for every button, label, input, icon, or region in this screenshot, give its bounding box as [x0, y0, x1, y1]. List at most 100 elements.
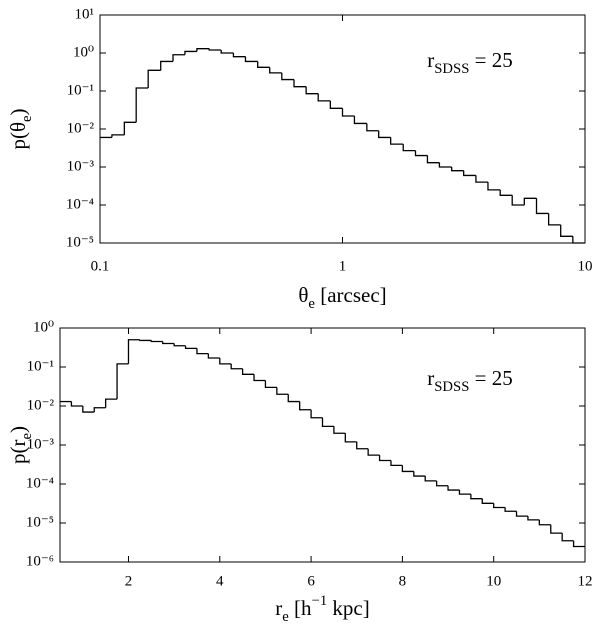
- histogram-step: [253, 374, 266, 382]
- histogram-step: [257, 61, 270, 68]
- x-tick-label: 12: [578, 573, 593, 589]
- histogram-step: [281, 72, 295, 81]
- x-tick-label: 8: [399, 573, 407, 589]
- histogram-step: [105, 398, 118, 408]
- y-axis-label: p(θe): [6, 108, 36, 149]
- histogram-step: [561, 533, 574, 542]
- histogram-step: [317, 93, 331, 102]
- x-axis-label-part: e: [282, 609, 289, 625]
- y-tick-label: 10⁰: [73, 44, 94, 60]
- histogram-step: [523, 197, 537, 205]
- histogram-step: [305, 86, 319, 95]
- histogram-step: [538, 519, 551, 526]
- histogram-step: [390, 137, 404, 145]
- histogram-step: [230, 363, 243, 370]
- histogram-step: [310, 409, 323, 419]
- x-tick-label: 10: [578, 258, 593, 274]
- x-axis-label-part: −1: [312, 593, 328, 609]
- histogram-step: [123, 121, 137, 135]
- x-tick-label: 1: [339, 258, 347, 274]
- histogram-step: [184, 50, 197, 55]
- histogram-step: [504, 507, 517, 512]
- histogram-step: [366, 123, 379, 132]
- histogram-step: [572, 236, 585, 244]
- histogram-step: [208, 48, 222, 51]
- y-axis-label-part: p(θ: [6, 122, 30, 150]
- histogram-step: [276, 387, 289, 395]
- y-tick-label: 10⁻⁵: [66, 234, 94, 250]
- x-tick-label: 0.1: [91, 258, 110, 274]
- histogram-step: [550, 524, 563, 534]
- histogram-step: [535, 198, 549, 215]
- histogram-step: [493, 503, 506, 509]
- histogram-step: [293, 79, 307, 88]
- x-axis-label-part: r: [275, 596, 282, 620]
- plot-frame: [59, 327, 586, 563]
- y-tick-label: 10⁻³: [67, 158, 95, 174]
- histogram-step: [220, 49, 234, 54]
- histogram-step: [458, 490, 471, 495]
- histogram-step: [402, 144, 416, 152]
- histogram-step: [287, 394, 300, 403]
- histogram-step: [527, 516, 540, 521]
- histogram-step: [207, 353, 220, 359]
- histogram-step: [353, 115, 367, 125]
- histogram-step: [93, 407, 106, 413]
- histogram-step: [426, 155, 440, 164]
- x-axis-label-part: e: [308, 296, 315, 312]
- histogram-step: [463, 170, 476, 177]
- histogram-step: [470, 494, 483, 500]
- histogram-step: [162, 341, 175, 345]
- y-axis-label-part: ): [6, 108, 30, 115]
- y-tick-label: 10⁻⁴: [26, 475, 54, 491]
- y-tick-label: 10⁻¹: [67, 82, 94, 98]
- histogram-step: [451, 167, 464, 172]
- histogram-step: [560, 224, 573, 237]
- x-axis-label: θe [arcsec]: [298, 283, 386, 313]
- histogram-step: [341, 108, 355, 117]
- histogram-step: [329, 100, 343, 109]
- histogram-step: [401, 465, 414, 473]
- x-tick-label: 4: [216, 573, 224, 589]
- histogram-step: [547, 213, 561, 226]
- histogram-step: [511, 195, 525, 206]
- histogram-step: [475, 175, 488, 183]
- x-tick-label: 2: [125, 573, 133, 589]
- annotation-part: r: [427, 366, 434, 390]
- x-axis-label-part: θ: [298, 283, 308, 307]
- histogram-step: [147, 69, 161, 88]
- y-tick-label: 10⁻⁵: [26, 514, 54, 530]
- histogram-step: [333, 426, 346, 434]
- y-axis-label-part: e: [19, 115, 35, 122]
- y-axis-label-part: p(r: [6, 440, 30, 465]
- y-tick-label: 10⁻³: [27, 436, 55, 452]
- histogram-step: [135, 87, 149, 123]
- histogram-step: [481, 498, 494, 504]
- annotation-part: = 25: [469, 48, 512, 72]
- histogram-step: [515, 511, 528, 517]
- histogram-step: [299, 401, 312, 411]
- y-tick-label: 10⁰: [33, 319, 54, 335]
- histogram-step: [378, 455, 391, 462]
- histogram-step: [356, 441, 369, 450]
- x-tick-label: 6: [307, 573, 315, 589]
- histogram-step: [82, 406, 95, 413]
- annotation-part: SDSS: [434, 379, 469, 395]
- histogram-step: [244, 56, 258, 63]
- histogram-step: [139, 339, 152, 342]
- histogram-step: [70, 401, 83, 407]
- histogram-step: [414, 150, 428, 157]
- histogram-step: [269, 67, 282, 74]
- histogram-step: [219, 358, 232, 365]
- histogram-step: [390, 460, 403, 467]
- histogram-step: [184, 345, 197, 350]
- x-axis-label-part: [arcsec]: [315, 283, 387, 307]
- annotation-part: r: [427, 48, 434, 72]
- annotation: rSDSS = 25: [427, 48, 512, 78]
- y-axis-label-part: e: [19, 433, 35, 440]
- histogram-step: [150, 340, 163, 343]
- y-tick-label: 10⁻⁴: [66, 196, 94, 212]
- histogram-step: [111, 134, 125, 138]
- y-tick-label: 10⁻²: [67, 120, 95, 136]
